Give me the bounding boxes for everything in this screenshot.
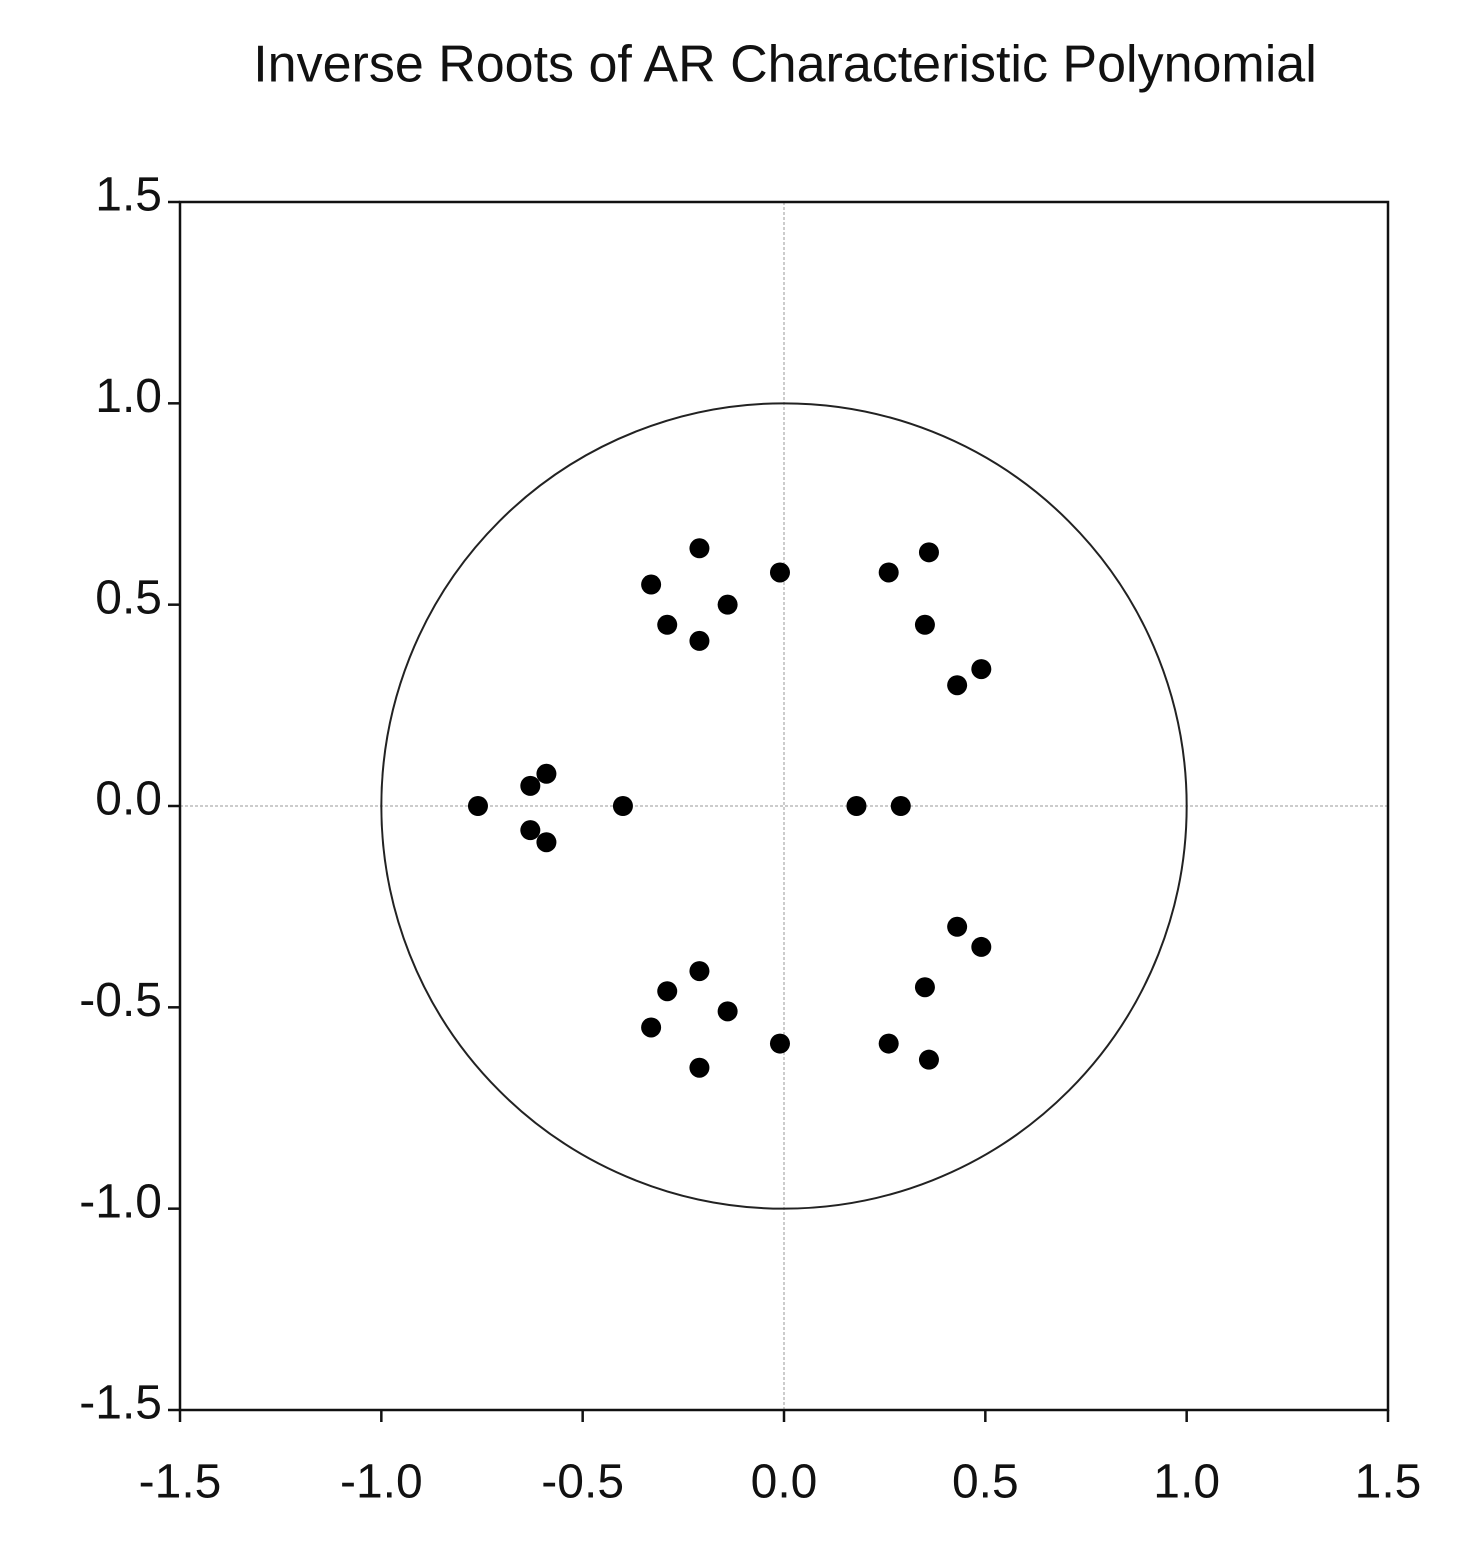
point xyxy=(878,562,899,583)
y-tick-label: -1.0 xyxy=(79,1175,162,1228)
point xyxy=(914,614,935,635)
x-tick-label: 0.0 xyxy=(751,1456,818,1509)
point xyxy=(878,1033,899,1054)
point xyxy=(947,675,968,696)
unit-circle xyxy=(380,402,1188,1210)
y-tick-label: 1.0 xyxy=(95,370,162,423)
point xyxy=(689,538,710,559)
point xyxy=(467,796,488,816)
point xyxy=(520,820,541,841)
point xyxy=(971,659,992,680)
y-tick-label: 0.0 xyxy=(95,773,162,826)
x-tick-label: -1.0 xyxy=(340,1456,423,1509)
point xyxy=(612,796,633,816)
point xyxy=(717,1001,738,1022)
point xyxy=(846,796,867,816)
point xyxy=(536,832,557,853)
y-tick-label: -0.5 xyxy=(79,974,162,1027)
y-tick-label: -1.5 xyxy=(79,1377,162,1430)
point xyxy=(918,1049,939,1070)
point xyxy=(641,574,662,595)
x-tick-label: -1.5 xyxy=(139,1456,222,1509)
y-tick-label: 1.5 xyxy=(95,169,162,222)
point xyxy=(657,614,678,635)
point xyxy=(536,763,557,784)
point xyxy=(947,916,968,937)
point xyxy=(520,775,541,796)
x-tick-label: 1.0 xyxy=(1153,1456,1220,1509)
point xyxy=(657,981,678,1002)
chart-title: Inverse Roots of AR Characteristic Polyn… xyxy=(253,36,1317,94)
x-tick-label: 1.5 xyxy=(1355,1456,1422,1509)
x-tick-label: -0.5 xyxy=(541,1456,624,1509)
point xyxy=(918,542,939,563)
point xyxy=(689,961,710,982)
point xyxy=(641,1017,662,1038)
y-tick-label: 0.5 xyxy=(95,571,162,624)
point xyxy=(689,630,710,651)
point xyxy=(890,796,911,816)
point xyxy=(769,1033,790,1054)
point xyxy=(717,594,738,615)
point xyxy=(689,1057,710,1078)
x-tick-label: 0.5 xyxy=(952,1456,1019,1509)
point xyxy=(914,977,935,998)
point xyxy=(769,562,790,583)
point xyxy=(971,936,992,957)
